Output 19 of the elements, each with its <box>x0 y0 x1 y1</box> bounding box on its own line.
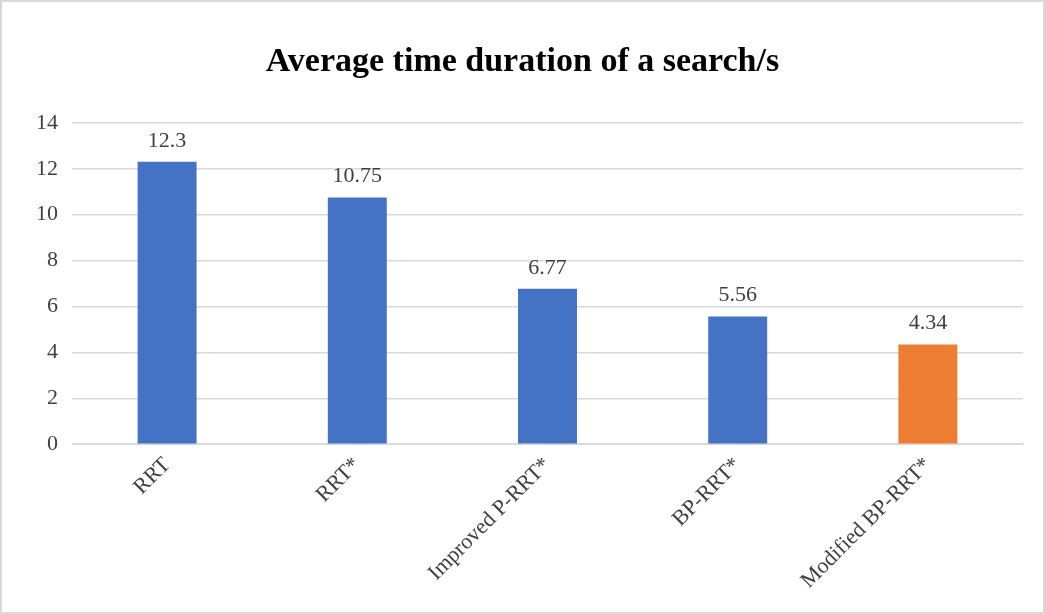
bar <box>708 316 768 444</box>
bar <box>518 288 577 444</box>
y-tick-label: 10 <box>36 200 58 226</box>
data-label: 6.77 <box>528 253 567 279</box>
y-tick-label: 8 <box>47 246 58 272</box>
data-label: 10.75 <box>332 162 383 188</box>
data-label: 12.3 <box>147 126 187 152</box>
y-tick-label: 12 <box>36 154 58 180</box>
bar <box>898 344 958 444</box>
chart-title: Average time duration of a search/s <box>265 41 780 79</box>
bar <box>137 161 197 444</box>
data-label: 4.34 <box>908 309 948 335</box>
data-label: 5.56 <box>718 281 757 307</box>
y-tick-label: 4 <box>47 338 58 364</box>
bar <box>327 197 387 444</box>
y-tick-label: 0 <box>47 430 58 456</box>
y-tick-label: 6 <box>47 292 58 318</box>
y-tick-label: 2 <box>47 384 58 410</box>
y-tick-label: 14 <box>36 108 58 134</box>
